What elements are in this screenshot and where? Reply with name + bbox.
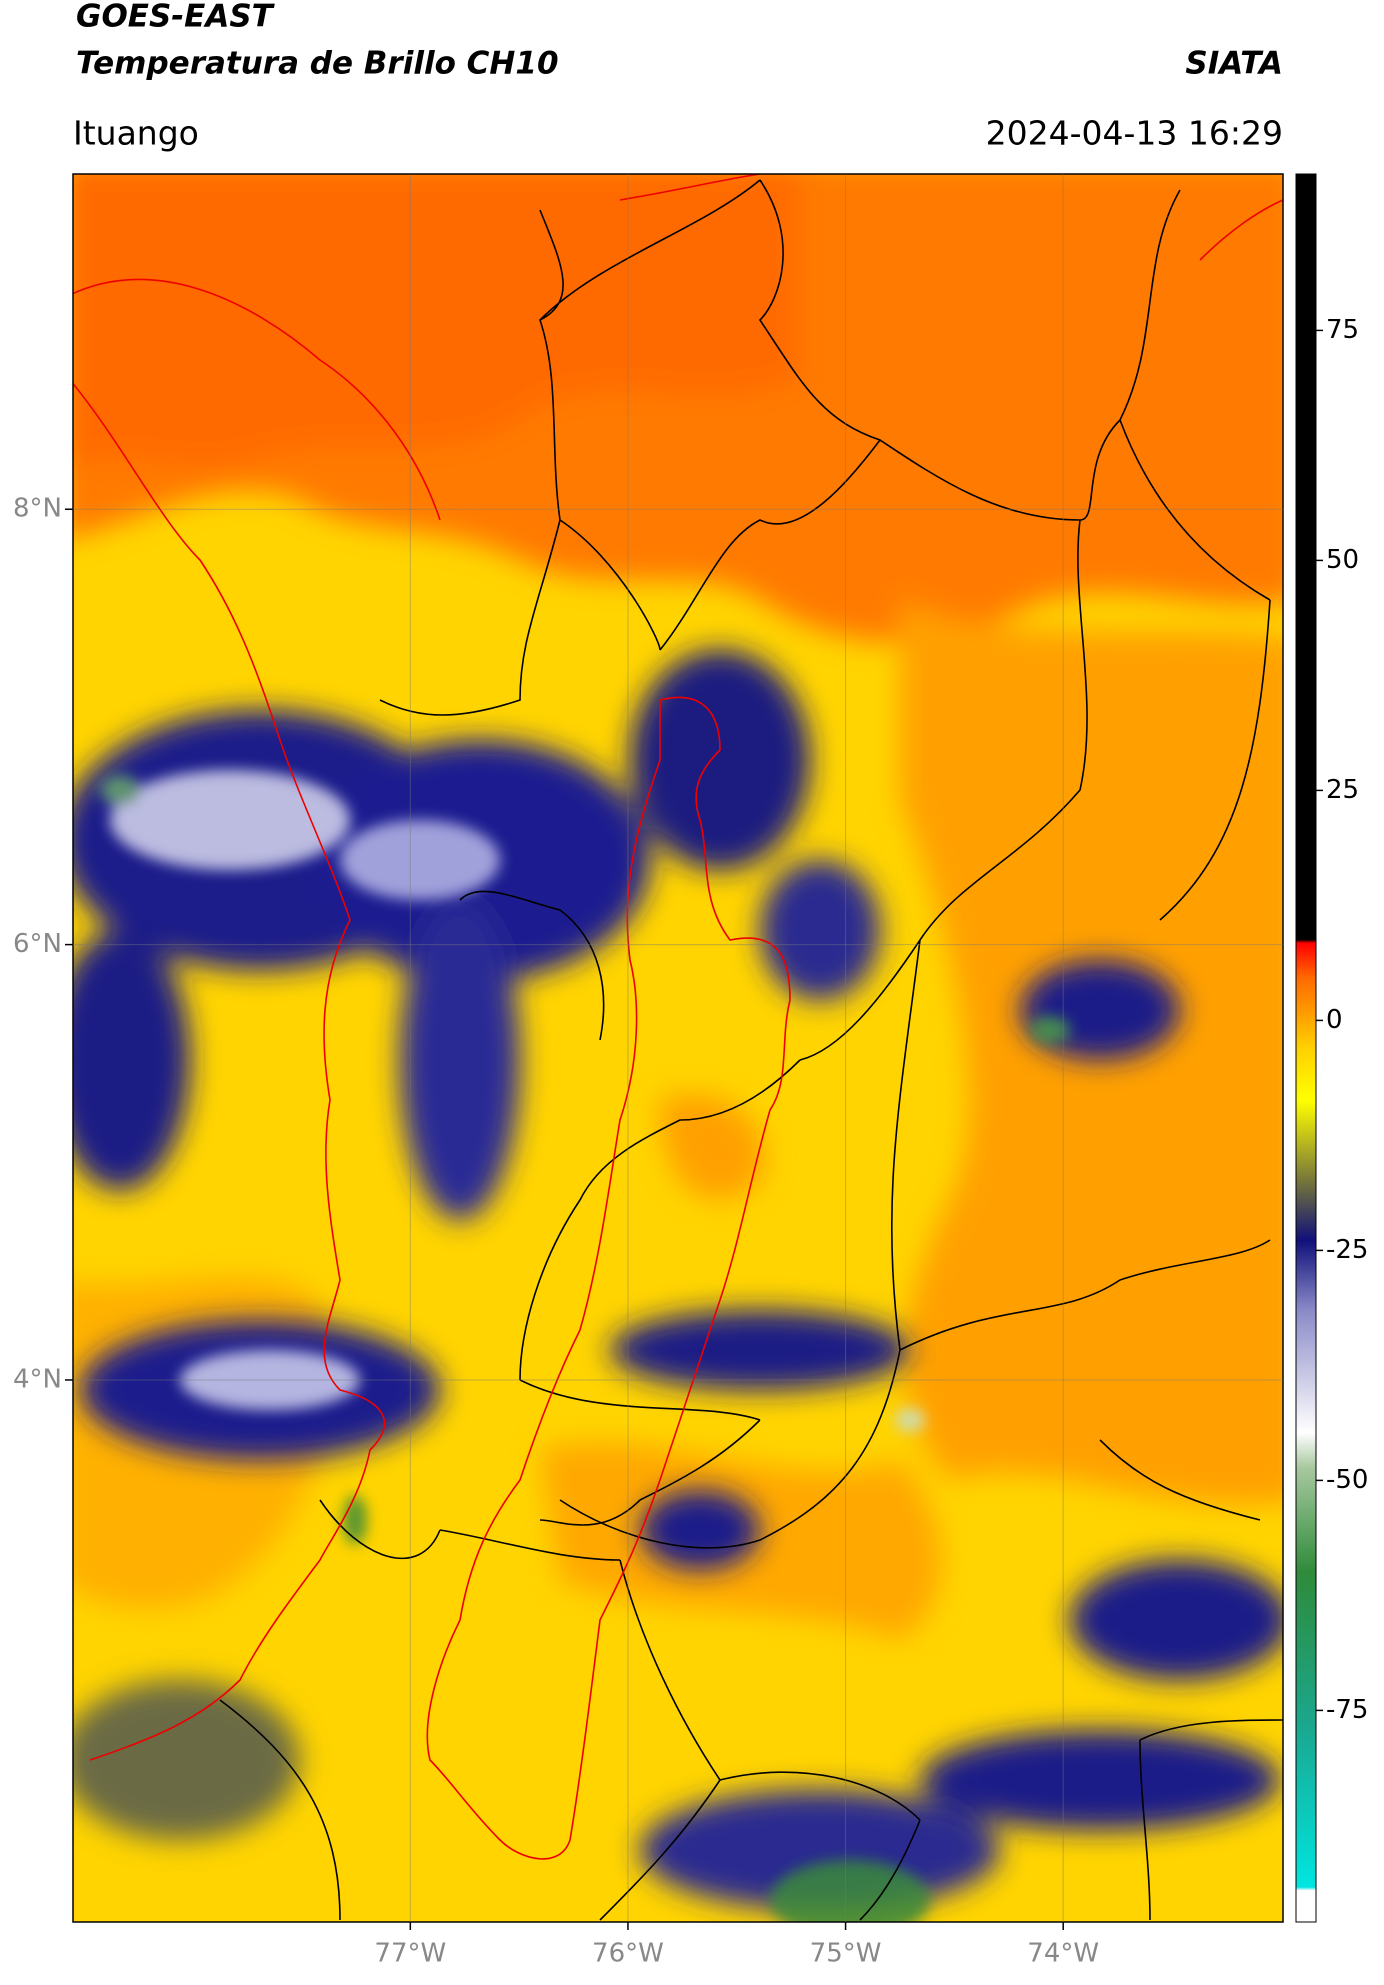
borders [73,174,1283,1921]
colorbar-axis: 75 50 25 0 -25 -50 -75 [1316,315,1368,1725]
timestamp: 2024-04-13 16:29 [986,114,1283,153]
colorbar-tick-label: 50 [1326,545,1359,575]
map-image [73,174,1283,1922]
lon-tick-label: 77°W [374,1939,446,1969]
colorbar [1295,173,1317,1923]
colorbar-tick-label: 0 [1326,1005,1343,1035]
colorbar-tick-label: -25 [1326,1235,1368,1265]
lon-tick-label: 74°W [1027,1939,1099,1969]
title-line1: GOES-EAST [76,0,276,35]
axes: 8°N 6°N 4°N 77°W 76°W 75°W 74°W [13,174,1283,1969]
location: Ituango [73,114,199,153]
lon-tick-label: 76°W [592,1939,664,1969]
colorbar-tick-label: -50 [1326,1465,1368,1495]
lat-tick-label: 4°N [13,1364,62,1394]
title-line2: Temperatura de Brillo CH10 [76,46,559,82]
lat-tick-label: 8°N [13,494,62,524]
colorbar-tick-label: 25 [1326,775,1359,805]
brand: SIATA [1185,46,1283,82]
map-frame [72,173,1284,1923]
lon-tick-label: 75°W [810,1939,882,1969]
colorbar-tick-label: -75 [1326,1695,1368,1725]
lat-tick-label: 6°N [13,929,62,959]
colorbar-tick-label: 75 [1326,315,1359,345]
